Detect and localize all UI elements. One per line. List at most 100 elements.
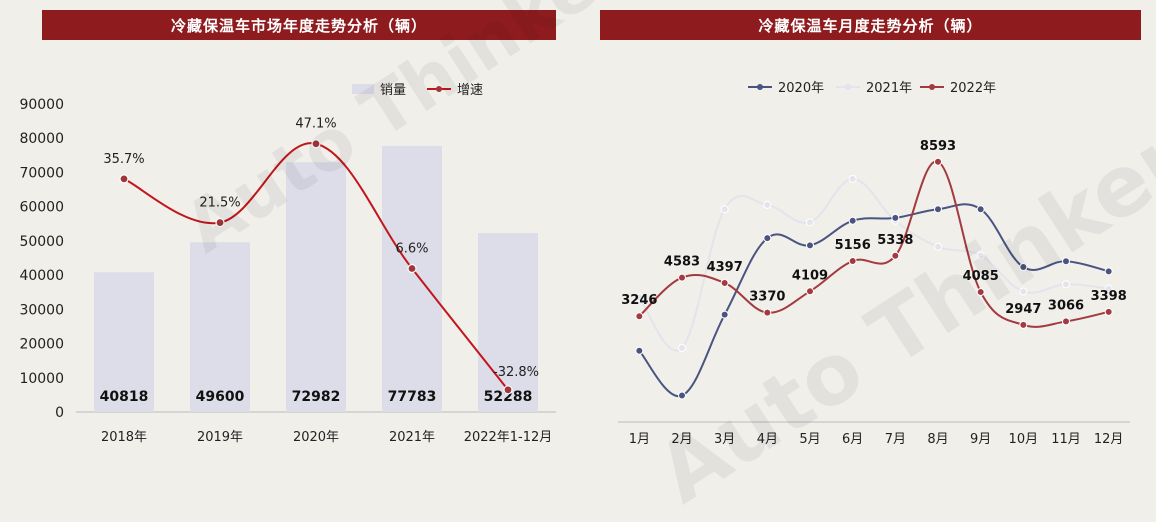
series-marker bbox=[976, 205, 985, 214]
series-marker bbox=[678, 343, 686, 352]
growth-value-label: 6.6% bbox=[395, 241, 428, 256]
legend-line-marker bbox=[757, 84, 763, 90]
bar-value-label: 72982 bbox=[292, 389, 341, 405]
legend-line-marker bbox=[929, 84, 935, 90]
y-tick-label: 20000 bbox=[19, 337, 64, 353]
y-tick-label: 40000 bbox=[19, 268, 64, 284]
x-tick-label: 4月 bbox=[757, 432, 778, 447]
legend-line-label: 增速 bbox=[457, 83, 483, 98]
bar bbox=[286, 162, 346, 412]
x-tick-label: 2022年1-12月 bbox=[464, 430, 553, 445]
series-marker bbox=[806, 218, 814, 227]
y-tick-label: 70000 bbox=[19, 165, 64, 181]
series-marker bbox=[976, 287, 985, 296]
annual-chart: 0 10000 20000 30000 40000 50000 60000 70000 8000… bbox=[19, 83, 556, 445]
x-tick-label: 3月 bbox=[714, 432, 735, 447]
series-marker bbox=[1062, 257, 1070, 266]
series-marker bbox=[720, 278, 729, 287]
y-tick-label: 0 bbox=[55, 405, 64, 421]
monthly-chart-panel: 冷藏保温车月度走势分析（辆） 1月 2月 3月 4月 5月 6月 7月 8月 9月 10月 11月 1… bbox=[578, 0, 1156, 466]
series-marker bbox=[1019, 287, 1028, 296]
annual-chart-panel: 冷藏保温车市场年度走势分析（辆） 0 10000 20000 30000 40000 50… bbox=[0, 0, 578, 466]
legend-series-label: 2021年 bbox=[866, 81, 912, 96]
growth-marker bbox=[407, 263, 417, 274]
series-value-label: 3370 bbox=[749, 290, 785, 305]
series-marker bbox=[1104, 307, 1113, 316]
x-tick-label: 2018年 bbox=[101, 430, 147, 445]
series-value-label: 3246 bbox=[621, 293, 657, 308]
x-tick-label: 2月 bbox=[671, 432, 692, 447]
series-marker bbox=[976, 251, 985, 260]
growth-marker bbox=[311, 139, 321, 149]
x-tick-label: 2019年 bbox=[197, 430, 243, 445]
series-value-label: 3398 bbox=[1091, 289, 1127, 304]
series-marker bbox=[635, 293, 644, 302]
series-value-label: 5338 bbox=[877, 233, 913, 248]
y-tick-label: 80000 bbox=[19, 131, 64, 147]
legend-line-marker bbox=[845, 84, 851, 90]
series-marker bbox=[635, 346, 644, 355]
series-marker bbox=[763, 308, 772, 317]
bar bbox=[382, 145, 442, 412]
series-marker bbox=[678, 273, 686, 282]
x-tick-label: 8月 bbox=[927, 432, 948, 447]
series-marker bbox=[720, 310, 729, 319]
series-value-label: 4397 bbox=[707, 260, 743, 275]
x-tick-label: 9月 bbox=[970, 432, 991, 447]
series-marker bbox=[934, 242, 942, 251]
series-marker bbox=[1104, 267, 1113, 276]
series-marker bbox=[891, 251, 900, 260]
bar bbox=[94, 272, 154, 412]
x-tick-label: 12月 bbox=[1094, 432, 1124, 447]
series-marker bbox=[763, 234, 772, 243]
legend-series-label: 2022年 bbox=[950, 81, 996, 96]
series-value-label: 8593 bbox=[920, 139, 956, 154]
bar-value-label: 49600 bbox=[196, 389, 245, 405]
legend-line-marker bbox=[436, 86, 442, 92]
y-tick-label: 30000 bbox=[19, 302, 64, 318]
series-marker bbox=[934, 157, 942, 166]
series-marker bbox=[891, 213, 900, 222]
series-marker bbox=[635, 312, 644, 321]
series-marker bbox=[848, 174, 857, 183]
y-tick-label: 90000 bbox=[19, 97, 64, 113]
series-value-label: 5156 bbox=[835, 238, 871, 253]
x-tick-label: 11月 bbox=[1051, 432, 1081, 447]
bar bbox=[478, 233, 538, 412]
series-marker bbox=[1062, 280, 1070, 289]
monthly-chart: 1月 2月 3月 4月 5月 6月 7月 8月 9月 10月 11月 12月 3246 4583 4397 3… bbox=[618, 81, 1130, 447]
x-tick-label: 1月 bbox=[629, 432, 650, 447]
bar bbox=[190, 242, 250, 412]
y-tick-label: 60000 bbox=[19, 200, 64, 216]
bar-value-label: 77783 bbox=[388, 389, 437, 405]
series-marker bbox=[806, 287, 814, 296]
series-marker bbox=[1104, 284, 1113, 293]
series-marker bbox=[1062, 317, 1070, 326]
legend-bar-label: 销量 bbox=[380, 83, 406, 98]
growth-value-label: 35.7% bbox=[103, 152, 144, 167]
legend-bar-swatch bbox=[352, 84, 374, 94]
x-tick-label: 7月 bbox=[885, 432, 906, 447]
legend-series-label: 2020年 bbox=[778, 81, 824, 96]
series-line-2020年 bbox=[638, 203, 1109, 397]
series-value-label: 2947 bbox=[1005, 302, 1041, 317]
series-marker bbox=[1019, 320, 1028, 329]
x-tick-label: 6月 bbox=[842, 432, 863, 447]
x-tick-label: 5月 bbox=[799, 432, 820, 447]
series-value-label: 4583 bbox=[664, 255, 700, 270]
series-marker bbox=[848, 216, 857, 225]
series-marker bbox=[1019, 263, 1028, 271]
series-marker bbox=[806, 241, 814, 250]
x-tick-label: 2021年 bbox=[389, 430, 435, 445]
annual-chart-title: 冷藏保温车市场年度走势分析（辆） bbox=[42, 10, 556, 40]
series-value-label: 4085 bbox=[963, 269, 999, 284]
series-marker bbox=[848, 257, 857, 266]
x-tick-label: 10月 bbox=[1009, 432, 1039, 447]
y-tick-label: 10000 bbox=[19, 371, 64, 387]
bar-value-label: 40818 bbox=[100, 389, 149, 405]
growth-value-label: 21.5% bbox=[199, 196, 240, 211]
growth-marker bbox=[119, 174, 129, 184]
growth-value-label: 47.1% bbox=[295, 117, 336, 132]
series-marker bbox=[678, 391, 686, 400]
monthly-chart-title: 冷藏保温车月度走势分析（辆） bbox=[600, 10, 1141, 40]
